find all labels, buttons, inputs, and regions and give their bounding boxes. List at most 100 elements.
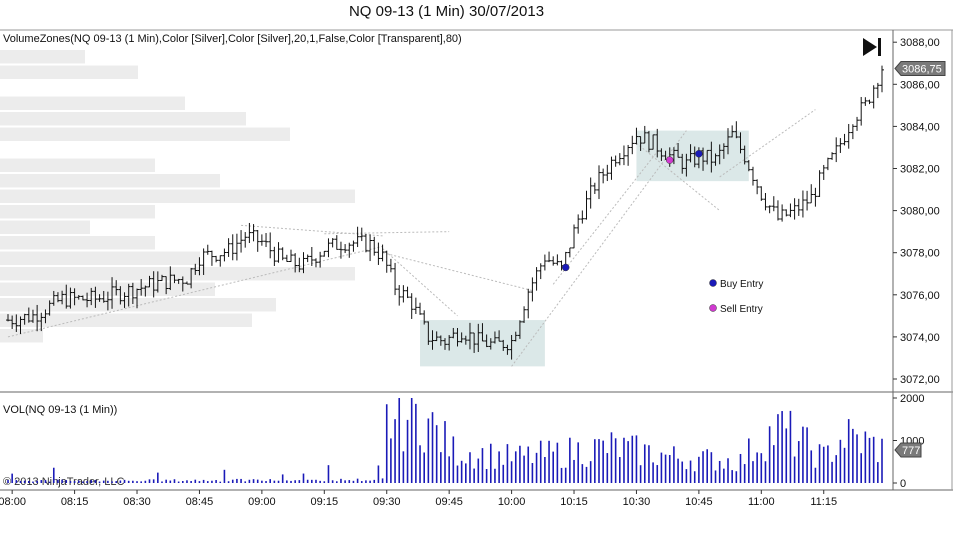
price-bar [301, 252, 306, 274]
price-bar [834, 137, 839, 163]
price-bar [880, 65, 884, 93]
price-bar [376, 242, 381, 265]
price-bar [164, 276, 169, 295]
price-bar [51, 290, 56, 306]
price-bar [775, 200, 780, 221]
volume-tick-label: 0 [900, 478, 906, 490]
last-volume-label: 777 [902, 445, 920, 457]
price-bar [659, 148, 664, 161]
price-bar [434, 331, 439, 342]
last-price-label: 3086,75 [902, 64, 942, 76]
sell-entry-marker [665, 156, 674, 164]
price-bar [555, 254, 560, 266]
price-bar [584, 190, 589, 220]
price-bar [463, 335, 468, 345]
price-bar [726, 128, 731, 155]
price-bar [368, 234, 373, 262]
price-bar [372, 236, 377, 256]
price-bar [264, 233, 269, 248]
price-bar [605, 164, 610, 182]
price-bar [422, 310, 427, 325]
price-bar [701, 147, 706, 171]
price-bar [305, 254, 310, 263]
price-bar [609, 156, 614, 180]
last-price-tag [894, 61, 946, 77]
price-bar [684, 153, 689, 177]
time-tick-label: 08:30 [123, 496, 151, 508]
price-bar [447, 335, 452, 351]
price-tick-label: 3082,00 [900, 164, 940, 176]
volume-zone-bar [0, 251, 200, 265]
chart-frame [0, 29, 953, 491]
price-bar [709, 141, 714, 173]
price-bar [863, 97, 868, 106]
price-bar [547, 251, 552, 263]
time-axis: 08:00 08:15 08:30 08:45 09:00 09:15 09:30 09:45… [0, 490, 837, 508]
price-bar [409, 293, 414, 319]
price-bar [122, 292, 127, 308]
legend: Buy Entry Sell Entry [709, 279, 763, 315]
time-tick-label: 08:15 [61, 496, 89, 508]
price-bar [272, 246, 277, 267]
price-bar [313, 258, 318, 268]
volume-zone-bar [0, 96, 185, 110]
price-tick-label: 3080,00 [900, 206, 940, 218]
price-bar [147, 275, 152, 288]
price-bar [130, 282, 135, 305]
time-tick-label: 11:15 [810, 496, 837, 508]
price-bar [480, 323, 485, 342]
price-bar [68, 287, 73, 309]
price-bar [259, 234, 264, 246]
price-bar [247, 222, 252, 244]
price-bar [355, 226, 360, 248]
price-bar [347, 242, 352, 258]
price-bar [717, 144, 722, 165]
price-bar [151, 271, 156, 298]
price-bar [363, 233, 368, 253]
indicator-label: VolumeZones(NQ 09-13 (1 Min),Color [Silv… [3, 33, 462, 45]
trendline [382, 252, 533, 292]
price-bar [800, 190, 805, 218]
price-bar [359, 227, 364, 242]
price-bar [651, 134, 656, 150]
price-bar [426, 321, 431, 345]
price-bar [742, 145, 747, 165]
price-bar [505, 344, 510, 355]
volume-zone-bar [0, 65, 138, 79]
time-tick-label: 09:30 [373, 496, 401, 508]
play-end-icon[interactable] [863, 38, 881, 56]
price-bar [821, 164, 826, 180]
price-tick-label: 3078,00 [900, 248, 940, 260]
price-bar [825, 157, 830, 171]
price-bar [738, 132, 743, 154]
price-bar [6, 314, 10, 322]
price-bar [168, 266, 173, 291]
volume-zone-bar [0, 158, 155, 172]
trendline [636, 142, 721, 211]
price-bar [497, 330, 502, 342]
price-bar [630, 135, 635, 155]
price-bar [492, 331, 497, 344]
time-tick-label: 09:00 [248, 496, 276, 508]
price-bar [330, 238, 335, 248]
price-bar [809, 184, 814, 204]
price-bar [734, 121, 739, 139]
price-bar [30, 309, 35, 323]
price-bar [855, 116, 860, 131]
price-bar [846, 123, 851, 149]
price-bar [859, 96, 864, 126]
price-bar [830, 152, 835, 160]
price-bar [676, 142, 681, 158]
price-tick-label: 3072,00 [900, 374, 940, 386]
price-bar [93, 286, 98, 308]
time-tick-label: 08:45 [186, 496, 214, 508]
price-bar [268, 232, 273, 259]
price-bar [214, 255, 219, 263]
volume-zone-bar [0, 298, 276, 312]
time-tick-label: 10:15 [560, 496, 588, 508]
price-bar [817, 170, 822, 197]
price-bar [488, 338, 493, 350]
legend-swatch [709, 279, 717, 287]
price-bar [155, 271, 160, 293]
